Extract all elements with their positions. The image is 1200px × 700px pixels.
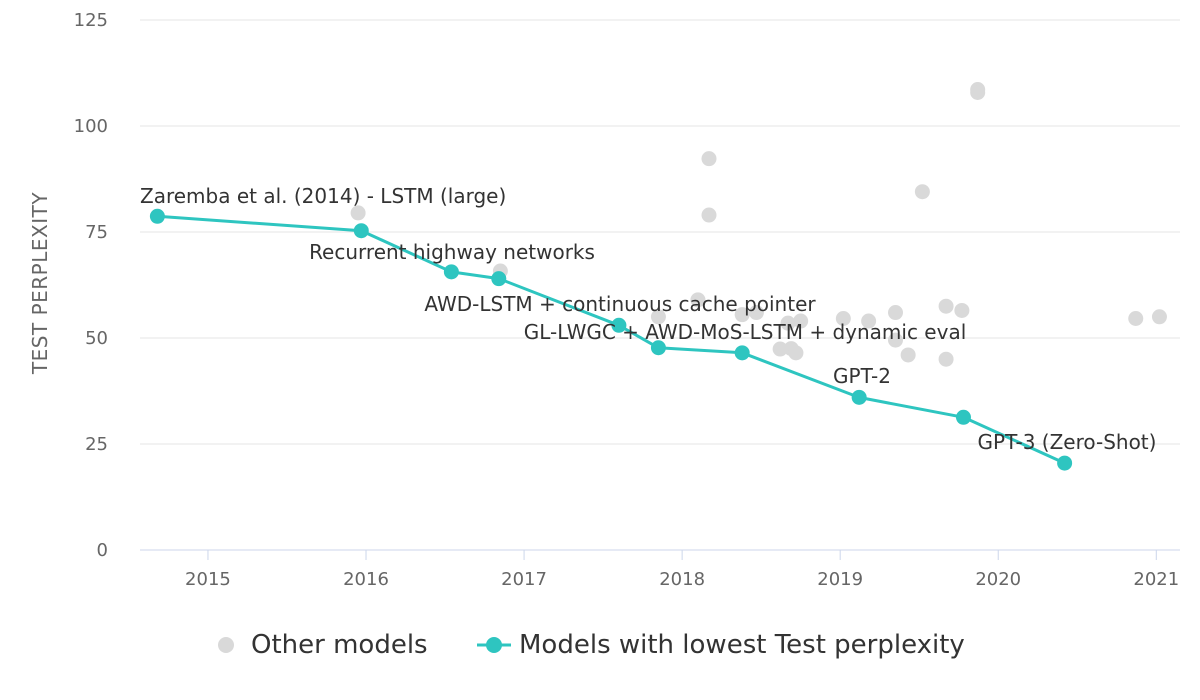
x-tick-label: 2016 — [343, 569, 389, 590]
other-model-point[interactable] — [788, 345, 804, 361]
other-model-point[interactable] — [970, 85, 986, 101]
other-model-point[interactable] — [954, 302, 970, 318]
other-model-point[interactable] — [701, 207, 717, 223]
series-lowest-perplexity — [149, 208, 1073, 471]
grid-lines — [140, 19, 1180, 445]
legend-item-lowest-perplexity[interactable]: Models with lowest Test perplexity — [477, 630, 965, 660]
lowest-perplexity-point[interactable] — [650, 340, 666, 356]
legend-label-other-models: Other models — [251, 630, 428, 660]
lowest-perplexity-point[interactable] — [149, 208, 165, 224]
other-model-point[interactable] — [734, 307, 750, 323]
other-model-point[interactable] — [690, 292, 706, 308]
lowest-perplexity-point[interactable] — [353, 223, 369, 239]
y-tick-label: 75 — [85, 222, 108, 243]
y-axis-title: TEST PERPLEXITY — [28, 192, 52, 375]
legend-marker-lowest-perplexity — [486, 637, 502, 653]
y-tick-label: 25 — [85, 434, 108, 455]
lowest-perplexity-point[interactable] — [443, 264, 459, 280]
annotation-label: Zaremba et al. (2014) - LSTM (large) — [140, 184, 506, 208]
lowest-perplexity-point[interactable] — [734, 345, 750, 361]
lowest-perplexity-point[interactable] — [1057, 455, 1073, 471]
annotation-label: GL-LWGC + AWD-MoS-LSTM + dynamic eval — [524, 320, 967, 344]
annotation-label: AWD-LSTM + continuous cache pointer — [424, 292, 816, 316]
legend: Other models Models with lowest Test per… — [218, 630, 965, 660]
other-model-point[interactable] — [861, 313, 877, 329]
lowest-perplexity-point[interactable] — [851, 389, 867, 405]
x-tick-label: 2019 — [817, 569, 863, 590]
other-model-point[interactable] — [888, 332, 904, 348]
annotation-label: GPT-2 — [833, 364, 891, 388]
axes: 0 25 50 75 100 125 2015 2016 2017 2018 2019 2020 202… — [74, 10, 1180, 590]
x-tick-label: 2020 — [975, 569, 1021, 590]
lowest-perplexity-point[interactable] — [955, 409, 971, 425]
other-model-point[interactable] — [793, 313, 809, 329]
other-model-point[interactable] — [748, 305, 764, 321]
lowest-perplexity-point[interactable] — [491, 271, 507, 287]
other-model-point[interactable] — [835, 310, 851, 326]
other-model-point[interactable] — [650, 309, 666, 325]
annotation-label: GPT-3 (Zero-Shot) — [978, 430, 1157, 454]
other-model-point[interactable] — [1151, 309, 1167, 325]
other-model-point[interactable] — [888, 305, 904, 321]
legend-label-lowest-perplexity: Models with lowest Test perplexity — [519, 630, 965, 660]
other-model-point[interactable] — [900, 347, 916, 363]
lowest-perplexity-point[interactable] — [611, 317, 627, 333]
annotations: Zaremba et al. (2014) - LSTM (large) Recu… — [140, 184, 1156, 454]
legend-item-other-models[interactable]: Other models — [218, 630, 428, 660]
other-model-point[interactable] — [772, 341, 788, 357]
other-model-point[interactable] — [780, 315, 796, 331]
y-tick-label: 50 — [85, 328, 108, 349]
y-tick-label: 0 — [97, 540, 108, 561]
other-model-point[interactable] — [914, 184, 930, 200]
other-model-point[interactable] — [701, 151, 717, 167]
other-model-point[interactable] — [1128, 310, 1144, 326]
lowest-perplexity-line — [157, 214, 1066, 465]
x-tick-label: 2015 — [185, 569, 231, 590]
annotation-label: Recurrent highway networks — [309, 240, 595, 264]
other-model-point[interactable] — [350, 205, 366, 221]
legend-marker-other-models — [218, 637, 234, 653]
x-tick-label: 2017 — [501, 569, 547, 590]
series-other-models — [350, 82, 1167, 367]
y-tick-label: 100 — [74, 116, 108, 137]
y-tick-label: 125 — [74, 10, 108, 31]
other-model-point[interactable] — [938, 351, 954, 367]
x-tick-label: 2021 — [1133, 569, 1179, 590]
x-tick-label: 2018 — [659, 569, 705, 590]
other-model-point[interactable] — [938, 298, 954, 314]
